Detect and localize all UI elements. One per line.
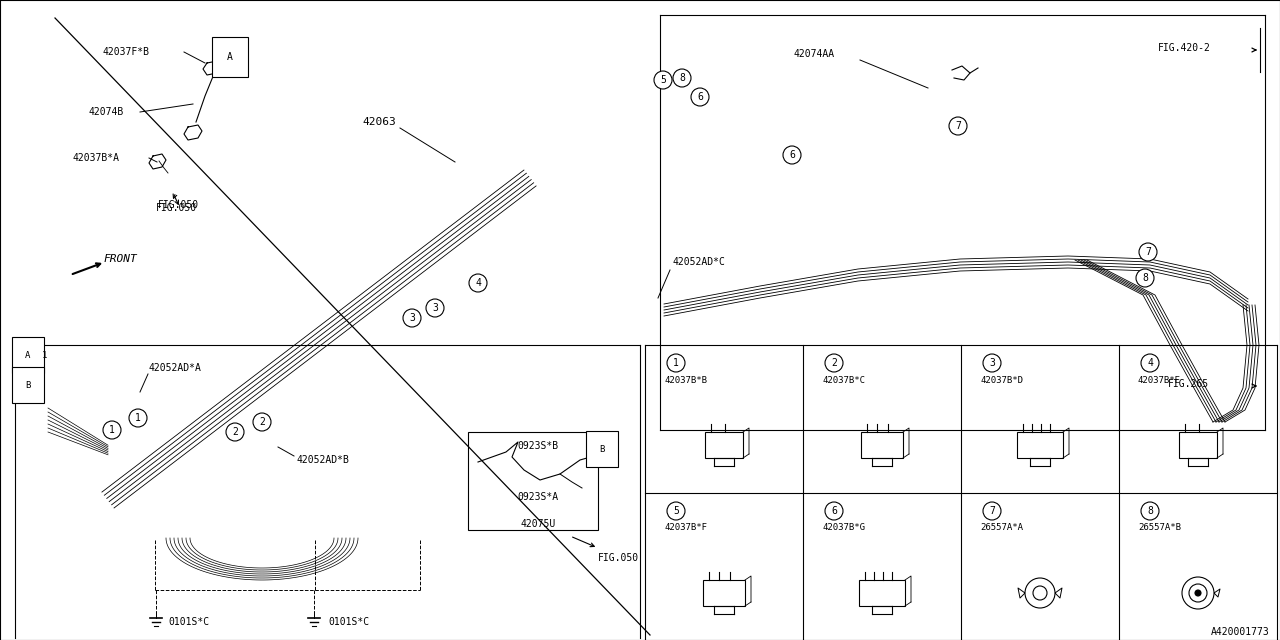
Circle shape <box>826 502 844 520</box>
Text: 1: 1 <box>136 413 141 423</box>
Circle shape <box>826 354 844 372</box>
Text: 42052AD*C: 42052AD*C <box>672 257 724 267</box>
Text: 42075U: 42075U <box>521 519 556 529</box>
Text: 7: 7 <box>955 121 961 131</box>
Circle shape <box>948 117 966 135</box>
Text: FRONT: FRONT <box>102 254 137 264</box>
Circle shape <box>1137 269 1155 287</box>
Text: 3: 3 <box>989 358 995 368</box>
Text: A: A <box>227 52 233 62</box>
Text: 0923S*A: 0923S*A <box>517 492 558 502</box>
Text: 0923S*B: 0923S*B <box>517 441 558 451</box>
Circle shape <box>102 421 122 439</box>
Circle shape <box>783 146 801 164</box>
Text: 5: 5 <box>673 506 678 516</box>
Bar <box>468 432 598 530</box>
Circle shape <box>129 409 147 427</box>
Bar <box>861 432 902 458</box>
Text: 3: 3 <box>433 303 438 313</box>
Circle shape <box>227 423 244 441</box>
Text: 4: 4 <box>1147 358 1153 368</box>
Circle shape <box>1033 586 1047 600</box>
Text: 42063: 42063 <box>362 117 396 127</box>
Text: FIG.050: FIG.050 <box>156 203 197 213</box>
Text: 42037B*C: 42037B*C <box>822 376 865 385</box>
Text: 1: 1 <box>673 358 678 368</box>
Text: 5: 5 <box>660 75 666 85</box>
Bar <box>703 580 745 606</box>
Text: 42037B*G: 42037B*G <box>822 524 865 532</box>
Bar <box>705 432 742 458</box>
Text: 42037B*A: 42037B*A <box>72 153 119 163</box>
Text: 42052AD*B: 42052AD*B <box>296 455 349 465</box>
Text: 0101S*C: 0101S*C <box>168 617 209 627</box>
Circle shape <box>654 71 672 89</box>
Text: 26557A*B: 26557A*B <box>1138 524 1181 532</box>
Circle shape <box>1140 502 1158 520</box>
Circle shape <box>673 69 691 87</box>
Text: 8: 8 <box>1142 273 1148 283</box>
Circle shape <box>426 299 444 317</box>
Text: 42052AD*A: 42052AD*A <box>148 363 201 373</box>
Text: 1: 1 <box>109 425 115 435</box>
Text: 0101S*C: 0101S*C <box>328 617 369 627</box>
Text: 8: 8 <box>1147 506 1153 516</box>
Text: 6: 6 <box>788 150 795 160</box>
Text: 8: 8 <box>680 73 685 83</box>
Text: 6: 6 <box>698 92 703 102</box>
Text: 42074AA: 42074AA <box>794 49 835 59</box>
Text: 2: 2 <box>232 427 238 437</box>
Bar <box>1179 432 1217 458</box>
Circle shape <box>1140 354 1158 372</box>
Text: 42037F*B: 42037F*B <box>102 47 148 57</box>
Circle shape <box>1189 584 1207 602</box>
Bar <box>859 580 905 606</box>
Circle shape <box>983 354 1001 372</box>
Circle shape <box>253 413 271 431</box>
Circle shape <box>468 274 486 292</box>
Circle shape <box>983 502 1001 520</box>
Circle shape <box>691 88 709 106</box>
Text: B: B <box>26 381 31 390</box>
Text: FIG.265: FIG.265 <box>1169 379 1210 389</box>
Text: 3: 3 <box>410 313 415 323</box>
Text: 6: 6 <box>831 506 837 516</box>
Text: 7: 7 <box>1146 247 1151 257</box>
Circle shape <box>667 354 685 372</box>
Text: 42074B: 42074B <box>88 107 123 117</box>
Text: FIG.420-2: FIG.420-2 <box>1158 43 1211 53</box>
Circle shape <box>1139 243 1157 261</box>
Text: A420001773: A420001773 <box>1211 627 1270 637</box>
Text: FIG.050: FIG.050 <box>598 553 639 563</box>
Bar <box>1018 432 1062 458</box>
Text: B: B <box>599 445 604 454</box>
Circle shape <box>403 309 421 327</box>
Text: A: A <box>26 351 31 360</box>
Circle shape <box>1196 590 1201 596</box>
Circle shape <box>1181 577 1213 609</box>
Text: 26557A*A: 26557A*A <box>980 524 1023 532</box>
Text: 4: 4 <box>475 278 481 288</box>
Text: 42037B*D: 42037B*D <box>980 376 1023 385</box>
Circle shape <box>1025 578 1055 608</box>
Text: 42037B*B: 42037B*B <box>664 376 707 385</box>
Text: 42037B*E: 42037B*E <box>1138 376 1181 385</box>
Circle shape <box>667 502 685 520</box>
Text: 1: 1 <box>42 351 47 360</box>
Text: FIG.050: FIG.050 <box>157 200 200 210</box>
Text: 42037B*F: 42037B*F <box>664 524 707 532</box>
Text: 7: 7 <box>989 506 995 516</box>
Text: 2: 2 <box>831 358 837 368</box>
Text: 2: 2 <box>259 417 265 427</box>
